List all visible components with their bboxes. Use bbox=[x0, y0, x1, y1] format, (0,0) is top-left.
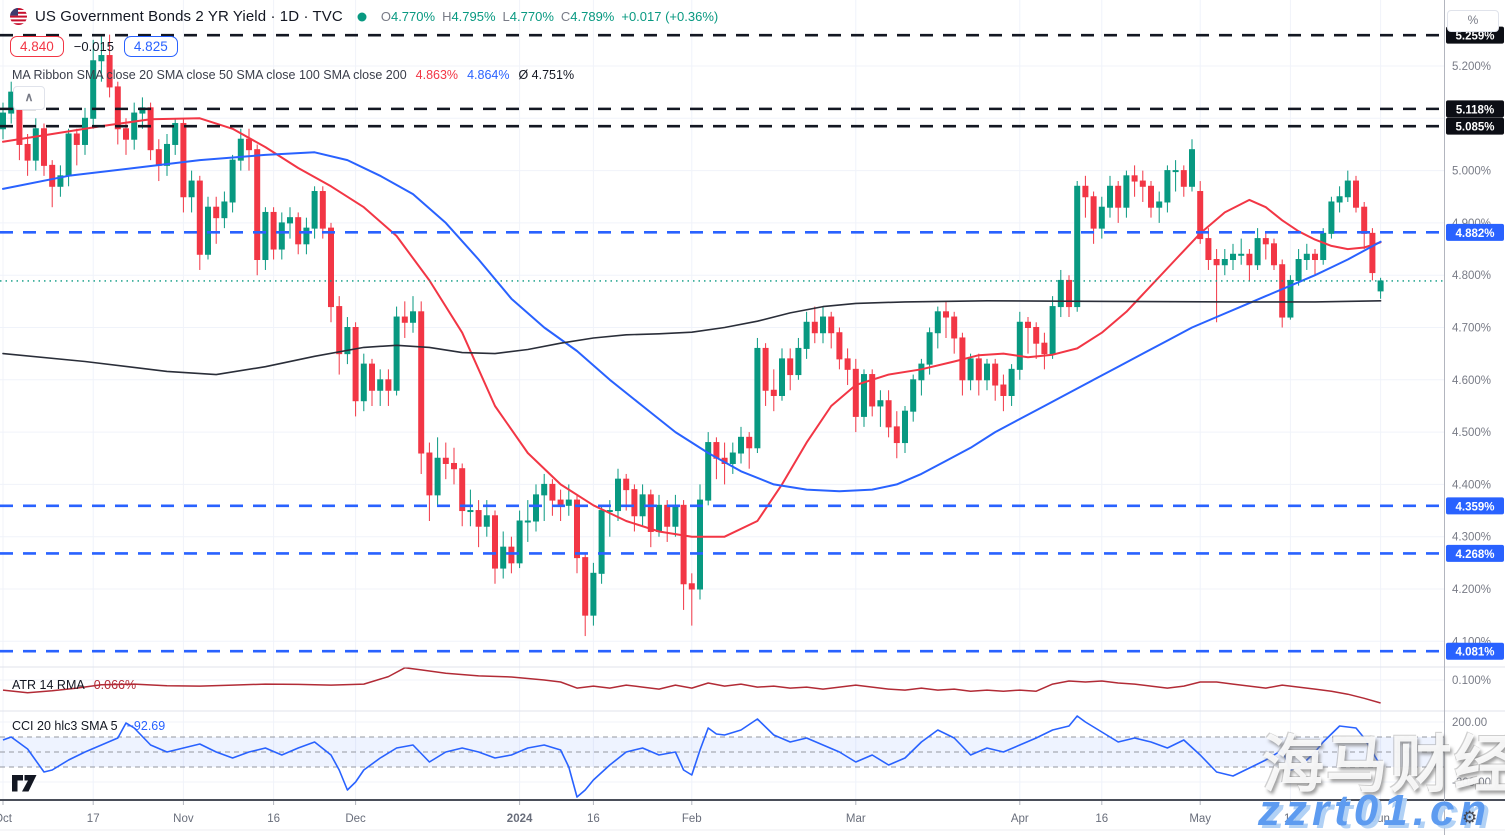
svg-text:4.268%: 4.268% bbox=[1455, 549, 1494, 561]
lower-price-tag[interactable]: 4.825 bbox=[123, 36, 178, 57]
svg-text:4.800%: 4.800% bbox=[1452, 270, 1491, 282]
svg-text:5.085%: 5.085% bbox=[1455, 122, 1494, 134]
upper-price-tag[interactable]: 4.840 bbox=[10, 36, 64, 57]
svg-text:4.882%: 4.882% bbox=[1455, 228, 1494, 240]
svg-text:Apr: Apr bbox=[1011, 813, 1029, 825]
svg-text:4.600%: 4.600% bbox=[1452, 375, 1491, 387]
svg-text:Jun: Jun bbox=[1371, 813, 1390, 825]
tradingview-logo[interactable] bbox=[12, 774, 38, 794]
svg-text:16: 16 bbox=[1284, 813, 1297, 825]
svg-text:Feb: Feb bbox=[682, 813, 702, 825]
svg-text:4.700%: 4.700% bbox=[1452, 323, 1491, 335]
svg-text:Oct: Oct bbox=[0, 813, 13, 825]
svg-text:5.118%: 5.118% bbox=[1456, 104, 1494, 116]
svg-text:16: 16 bbox=[587, 813, 600, 825]
price-axis[interactable]: 5.200%5.000%4.900%4.800%4.700%4.600%4.50… bbox=[1446, 26, 1504, 789]
svg-text:5.200%: 5.200% bbox=[1452, 61, 1491, 73]
svg-text:17: 17 bbox=[87, 813, 100, 825]
svg-text:0.100%: 0.100% bbox=[1452, 675, 1491, 687]
candles-layer bbox=[0, 34, 1384, 637]
cci-label[interactable]: CCI 20 hlc3 SMA 5 bbox=[12, 719, 118, 733]
svg-text:16: 16 bbox=[1095, 813, 1108, 825]
chevron-up-icon[interactable]: ∧ bbox=[13, 86, 45, 110]
time-axis[interactable]: Oct 17 Nov 16 Dec 2024 16 Feb Mar Apr 16 May 16 Jun bbox=[0, 801, 1390, 825]
svg-text:4.300%: 4.300% bbox=[1452, 532, 1491, 544]
svg-text:5.000%: 5.000% bbox=[1452, 166, 1491, 178]
svg-text:4.359%: 4.359% bbox=[1455, 501, 1494, 513]
svg-text:4.081%: 4.081% bbox=[1455, 647, 1494, 659]
percent-scale-button[interactable]: % bbox=[1447, 10, 1499, 32]
svg-text:Mar: Mar bbox=[846, 813, 866, 825]
ma-lines-layer bbox=[2, 117, 1382, 538]
svg-text:4.500%: 4.500% bbox=[1452, 427, 1491, 439]
svg-text:5.259%: 5.259% bbox=[1455, 31, 1494, 43]
atr-line-layer bbox=[2, 667, 1381, 704]
gear-icon[interactable]: ⚙ bbox=[1462, 808, 1478, 827]
svg-text:4.400%: 4.400% bbox=[1452, 479, 1491, 491]
svg-text:Dec: Dec bbox=[345, 813, 366, 825]
grid-layer bbox=[0, 0, 1444, 800]
ma-ribbon-label[interactable]: MA Ribbon SMA close 20 SMA close 50 SMA … bbox=[12, 68, 407, 82]
atr-label[interactable]: ATR 14 RMA bbox=[12, 678, 85, 692]
cci-band bbox=[0, 736, 1444, 768]
svg-text:May: May bbox=[1189, 813, 1211, 825]
svg-text:200.00: 200.00 bbox=[1452, 717, 1487, 729]
svg-text:-200.00: -200.00 bbox=[1452, 777, 1491, 789]
svg-text:Nov: Nov bbox=[173, 813, 194, 825]
cci-line-layer bbox=[2, 715, 1382, 798]
svg-text:4.200%: 4.200% bbox=[1452, 584, 1491, 596]
symbol-title[interactable]: US Government Bonds 2 YR Yield · 1D · TV… bbox=[35, 8, 343, 25]
svg-text:2024: 2024 bbox=[507, 813, 533, 825]
svg-text:16: 16 bbox=[267, 813, 280, 825]
level-lines-layer[interactable] bbox=[0, 33, 1444, 653]
